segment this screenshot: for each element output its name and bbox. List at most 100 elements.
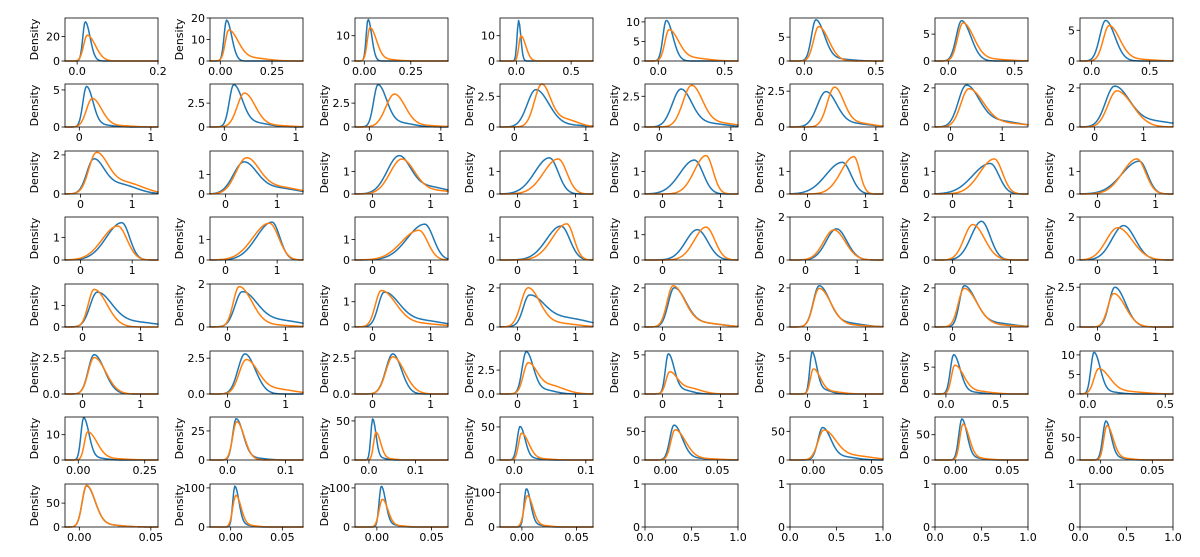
density-line-blue [499, 225, 594, 261]
y-tick-label: 100 [329, 482, 350, 495]
x-tick-label: 0 [949, 331, 956, 344]
density-line-orange [209, 156, 304, 195]
axes-frame [1079, 350, 1174, 395]
y-tick-label: 0 [488, 521, 495, 534]
x-tick-label: 0.00 [218, 531, 243, 544]
y-tick-label: 0 [1068, 521, 1075, 534]
density-panel: 0.0 0.1 0 50 Density [463, 416, 595, 477]
x-tick-label: 0 [659, 398, 666, 411]
x-tick-label: 1 [854, 264, 861, 277]
y-tick-label: 0 [198, 55, 205, 68]
y-tick-label: 0 [1068, 121, 1075, 134]
axes-frame [354, 17, 449, 62]
axes-frame [499, 416, 594, 461]
x-tick-label: 0.05 [419, 531, 444, 544]
y-axis-label: Density [753, 151, 766, 193]
x-tick-label: 1 [129, 198, 136, 211]
density-line-orange [934, 287, 1029, 328]
x-tick-label: 0 [222, 264, 229, 277]
x-tick-label: 1 [717, 398, 724, 411]
x-tick-label: 1 [427, 264, 434, 277]
density-line-blue [934, 285, 1029, 328]
y-tick-label: 0 [923, 321, 930, 334]
y-axis-label: Density [608, 84, 621, 126]
density-line-orange [64, 225, 159, 261]
axes-frame [789, 416, 884, 461]
density-line-blue [1079, 224, 1174, 261]
y-tick-label: 0 [633, 55, 640, 68]
density-panel: 0 1 0 1 Density [173, 216, 304, 277]
x-tick-label: 0 [369, 198, 376, 211]
y-tick-label: 0 [1068, 55, 1075, 68]
x-tick-label: 0.25 [260, 65, 285, 78]
y-tick-label: 0 [198, 521, 205, 534]
density-line-blue [354, 291, 449, 328]
y-tick-label: 2 [1068, 211, 1075, 224]
axes-frame [1079, 83, 1174, 128]
x-tick-label: 1 [572, 264, 579, 277]
density-panel: 0 1 0 2.5 [188, 83, 304, 144]
density-line-blue [499, 88, 594, 128]
x-tick-label: 1 [872, 131, 879, 144]
y-tick-label: 0 [53, 321, 60, 334]
y-axis-label: Density [753, 84, 766, 126]
density-line-blue [354, 154, 449, 195]
y-axis-label: Density [318, 151, 331, 193]
x-tick-label: 0 [949, 264, 956, 277]
density-line-orange [209, 285, 304, 328]
axes-frame [64, 283, 159, 328]
density-line-blue [499, 351, 594, 395]
x-tick-label: 1 [717, 198, 724, 211]
y-tick-label: 0 [53, 521, 60, 534]
y-axis-label: Density [173, 417, 186, 459]
density-line-orange [789, 368, 884, 395]
density-line-orange [209, 92, 304, 128]
y-tick-label: 0 [633, 388, 640, 401]
x-tick-label: 0.0 [1079, 398, 1097, 411]
x-tick-label: 0 [947, 131, 954, 144]
density-panel: 0 1 0 1 Density [898, 150, 1029, 211]
density-panel: 0.0 0.2 0 20 Density [28, 17, 167, 78]
density-panel: 0.00 0.25 0 10 Density [28, 416, 159, 477]
x-tick-label: 1 [137, 398, 144, 411]
y-axis-label: Density [28, 417, 41, 459]
x-tick-label: 0.25 [399, 65, 424, 78]
density-line-orange [354, 356, 449, 395]
density-line-blue [1079, 19, 1174, 62]
axes-frame [789, 483, 884, 528]
axes-frame [934, 83, 1029, 128]
y-tick-label: 50 [626, 425, 640, 438]
y-axis-label: Density [898, 417, 911, 459]
density-line-orange [789, 229, 884, 261]
x-tick-label: 0.0 [508, 65, 526, 78]
x-tick-label: 1 [727, 131, 734, 144]
y-tick-label: 20 [191, 12, 205, 25]
density-panel: 0 1 0 2 Density [28, 149, 159, 211]
x-tick-label: 0 [804, 198, 811, 211]
y-tick-label: 50 [46, 497, 60, 510]
density-line-blue [209, 353, 304, 395]
density-line-blue [64, 21, 159, 62]
axes-frame [1079, 17, 1174, 62]
density-line-orange [934, 423, 1029, 461]
y-tick-label: 0 [923, 121, 930, 134]
axes-frame [934, 416, 1029, 461]
y-axis-label: Density [28, 351, 41, 393]
density-line-blue [354, 485, 449, 528]
density-panel: 0 1 0 2 Density [173, 278, 304, 344]
y-tick-label: 0 [343, 121, 350, 134]
y-axis-label: Density [28, 151, 41, 193]
x-tick-label: 0 [1094, 264, 1101, 277]
density-line-orange [1079, 227, 1174, 261]
x-tick-label: 0.0 [219, 464, 237, 477]
y-axis-label: Density [1043, 217, 1056, 259]
y-tick-label: 1 [343, 296, 350, 309]
x-tick-label: 0.5 [716, 65, 734, 78]
axes-frame [499, 350, 594, 395]
density-panel: 0.0 0.5 0 5 [778, 17, 885, 78]
density-line-blue [209, 485, 304, 528]
y-tick-label: 0 [778, 121, 785, 134]
axes-frame [644, 350, 739, 395]
